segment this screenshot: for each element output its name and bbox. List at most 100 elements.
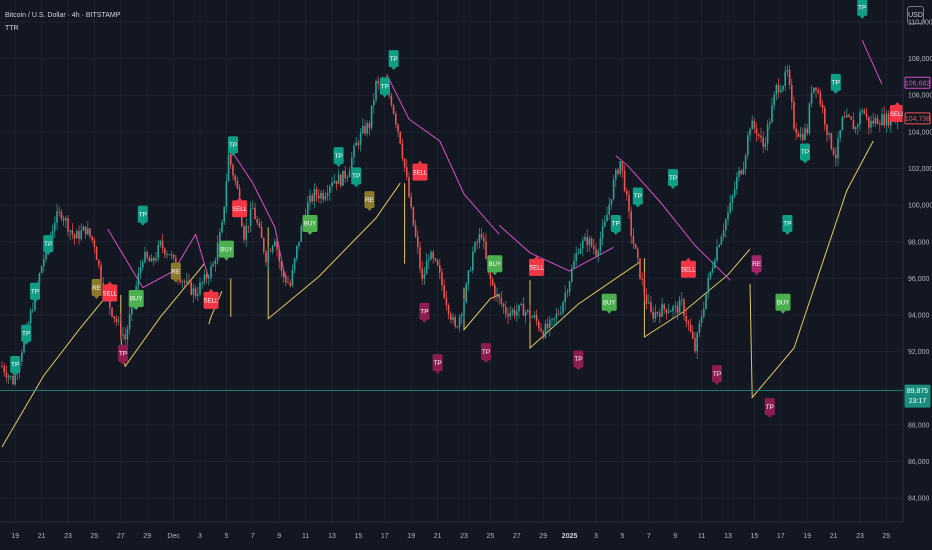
candle-body [718,244,720,247]
signal-tp-label[interactable]: TP [830,73,841,94]
candle-body [276,241,278,250]
candle-body [615,169,617,180]
signal-tp-label[interactable]: TP [10,355,21,376]
symbol-title[interactable]: Bitcoin / U.S. Dollar · 4h · BITSTAMP [5,12,121,19]
signal-sell-label[interactable]: SELL [412,160,428,181]
signal-tp-label[interactable]: TP [764,398,775,419]
candle-body [210,266,212,278]
candle-body [551,318,553,320]
signal-tp-label[interactable]: TP [21,324,32,345]
signal-tp-label[interactable]: TP [668,169,678,190]
signal-tp-label[interactable]: TP [632,187,643,208]
signal-badge [889,105,905,123]
signal-text: SELL [681,267,696,273]
candle-body [117,320,120,322]
candle-body [601,226,604,239]
candle-body [43,259,45,267]
signal-badge [529,258,545,276]
signal-tp-label[interactable]: TP [857,0,868,19]
signal-re-label[interactable]: RE [364,191,375,212]
candle-body [476,242,478,244]
candle-body [428,259,430,262]
signal-pointer [120,361,126,365]
signal-tp-label[interactable]: TP [351,167,362,188]
signal-tp-label[interactable]: TP [432,354,443,375]
candle-body [819,92,822,105]
signal-buy-label[interactable]: BUY [128,290,144,311]
candle-body [498,294,500,298]
signal-sell-label[interactable]: SELL [203,288,219,309]
candle-body [744,155,747,169]
signal-tp-label[interactable]: TP [782,214,793,235]
candle-body [786,70,789,72]
signal-tp-label[interactable]: TP [388,50,399,71]
signal-tp-label[interactable]: TP [610,214,621,235]
signal-tp-label[interactable]: TP [419,302,430,323]
candle-body [285,276,287,283]
signal-tp-label[interactable]: TP [712,365,722,386]
candle-body [549,319,551,329]
candle-body [698,323,701,334]
candle-body [733,189,736,196]
signal-tp-label[interactable]: TP [573,350,584,371]
candle-body [573,260,575,269]
signal-re-label[interactable]: RE [170,262,181,283]
candle-body [762,137,764,147]
signal-buy-label[interactable]: BUY [218,240,234,261]
candle-body [788,70,791,85]
currency-button[interactable]: USD [907,6,924,24]
signal-text: BUY [777,300,789,306]
signal-buy-label[interactable]: BUY [487,255,503,276]
candle-body [612,179,615,200]
signal-re-label[interactable]: RE [91,279,102,300]
signal-tp-label[interactable]: TP [30,282,40,303]
candle-body [766,124,769,144]
time-tick-label: 23 [64,533,72,540]
candle-body [566,292,569,293]
candle-body [390,95,393,106]
candle-body [868,116,870,128]
candle-body [113,316,115,319]
signal-tp-label[interactable]: TP [228,136,238,157]
price-tick-label: 88,000 [908,422,930,429]
candle-body [824,108,826,125]
candle-body [586,236,588,246]
signal-sell-label[interactable]: SELL [889,102,905,123]
candle-body [348,170,351,178]
signal-sell-label[interactable]: SELL [680,257,696,278]
candle-body [412,207,415,226]
signal-tp-label[interactable]: TP [43,235,54,256]
price-axis[interactable] [903,0,932,550]
candle-body [641,278,643,280]
candle-body [645,294,648,304]
candle-body [751,120,753,130]
candle-body [150,257,153,262]
candle-body [51,230,54,236]
signal-re-label[interactable]: RE [751,255,762,276]
signal-buy-label[interactable]: BUY [302,214,318,235]
signal-tp-label[interactable]: TP [800,143,810,164]
signal-tp-label[interactable]: TP [481,343,491,364]
signal-tp-label[interactable]: TP [379,77,390,98]
indicator-name[interactable]: TTR [5,25,19,32]
candle-body [557,313,560,315]
candle-body [804,128,806,140]
resistance-line [228,146,287,281]
candle-body [837,137,839,159]
signal-sell-label[interactable]: SELL [102,281,118,302]
candle-body [835,154,837,159]
signal-buy-label[interactable]: BUY [775,293,791,314]
candle-body [571,268,573,282]
signal-tp-label[interactable]: TP [333,147,344,168]
candle-body [663,304,665,310]
candle-body [478,234,481,243]
signal-tp-label[interactable]: TP [137,205,148,226]
signal-tp-label[interactable]: TP [118,344,128,365]
signal-sell-label[interactable]: SELL [232,197,248,218]
time-axis[interactable] [0,522,932,550]
resistance-line [498,224,614,272]
time-tick-label: 29 [143,533,151,540]
signal-sell-label[interactable]: SELL [529,255,545,276]
signal-buy-label[interactable]: BUY [601,293,617,314]
